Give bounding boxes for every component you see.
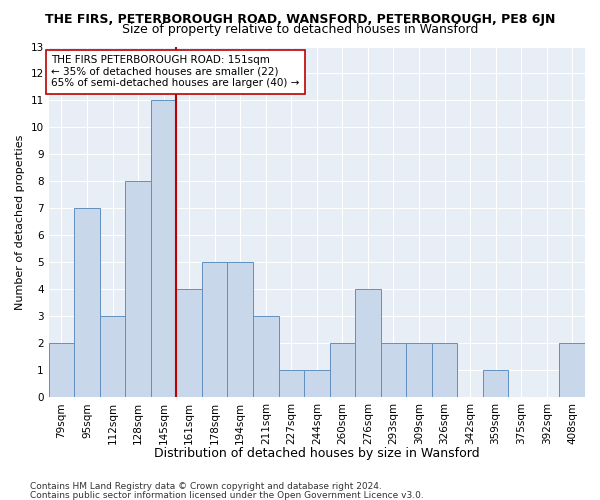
Bar <box>380 344 406 397</box>
Bar <box>432 344 457 397</box>
Bar <box>559 344 585 397</box>
Bar <box>253 316 278 397</box>
Bar <box>304 370 329 397</box>
Text: Contains HM Land Registry data © Crown copyright and database right 2024.: Contains HM Land Registry data © Crown c… <box>30 482 382 491</box>
Bar <box>406 344 432 397</box>
Bar <box>278 370 304 397</box>
Text: Contains public sector information licensed under the Open Government Licence v3: Contains public sector information licen… <box>30 490 424 500</box>
Text: Size of property relative to detached houses in Wansford: Size of property relative to detached ho… <box>122 22 478 36</box>
Bar <box>176 290 202 397</box>
Bar <box>355 290 380 397</box>
Bar <box>202 262 227 397</box>
Bar <box>100 316 125 397</box>
Bar <box>49 344 74 397</box>
Bar <box>74 208 100 397</box>
Bar <box>125 182 151 397</box>
Bar <box>329 344 355 397</box>
Y-axis label: Number of detached properties: Number of detached properties <box>15 134 25 310</box>
Text: THE FIRS, PETERBOROUGH ROAD, WANSFORD, PETERBOROUGH, PE8 6JN: THE FIRS, PETERBOROUGH ROAD, WANSFORD, P… <box>45 12 555 26</box>
Text: THE FIRS PETERBOROUGH ROAD: 151sqm
← 35% of detached houses are smaller (22)
65%: THE FIRS PETERBOROUGH ROAD: 151sqm ← 35%… <box>52 56 300 88</box>
Bar <box>151 100 176 397</box>
Bar <box>227 262 253 397</box>
Bar <box>483 370 508 397</box>
X-axis label: Distribution of detached houses by size in Wansford: Distribution of detached houses by size … <box>154 447 479 460</box>
